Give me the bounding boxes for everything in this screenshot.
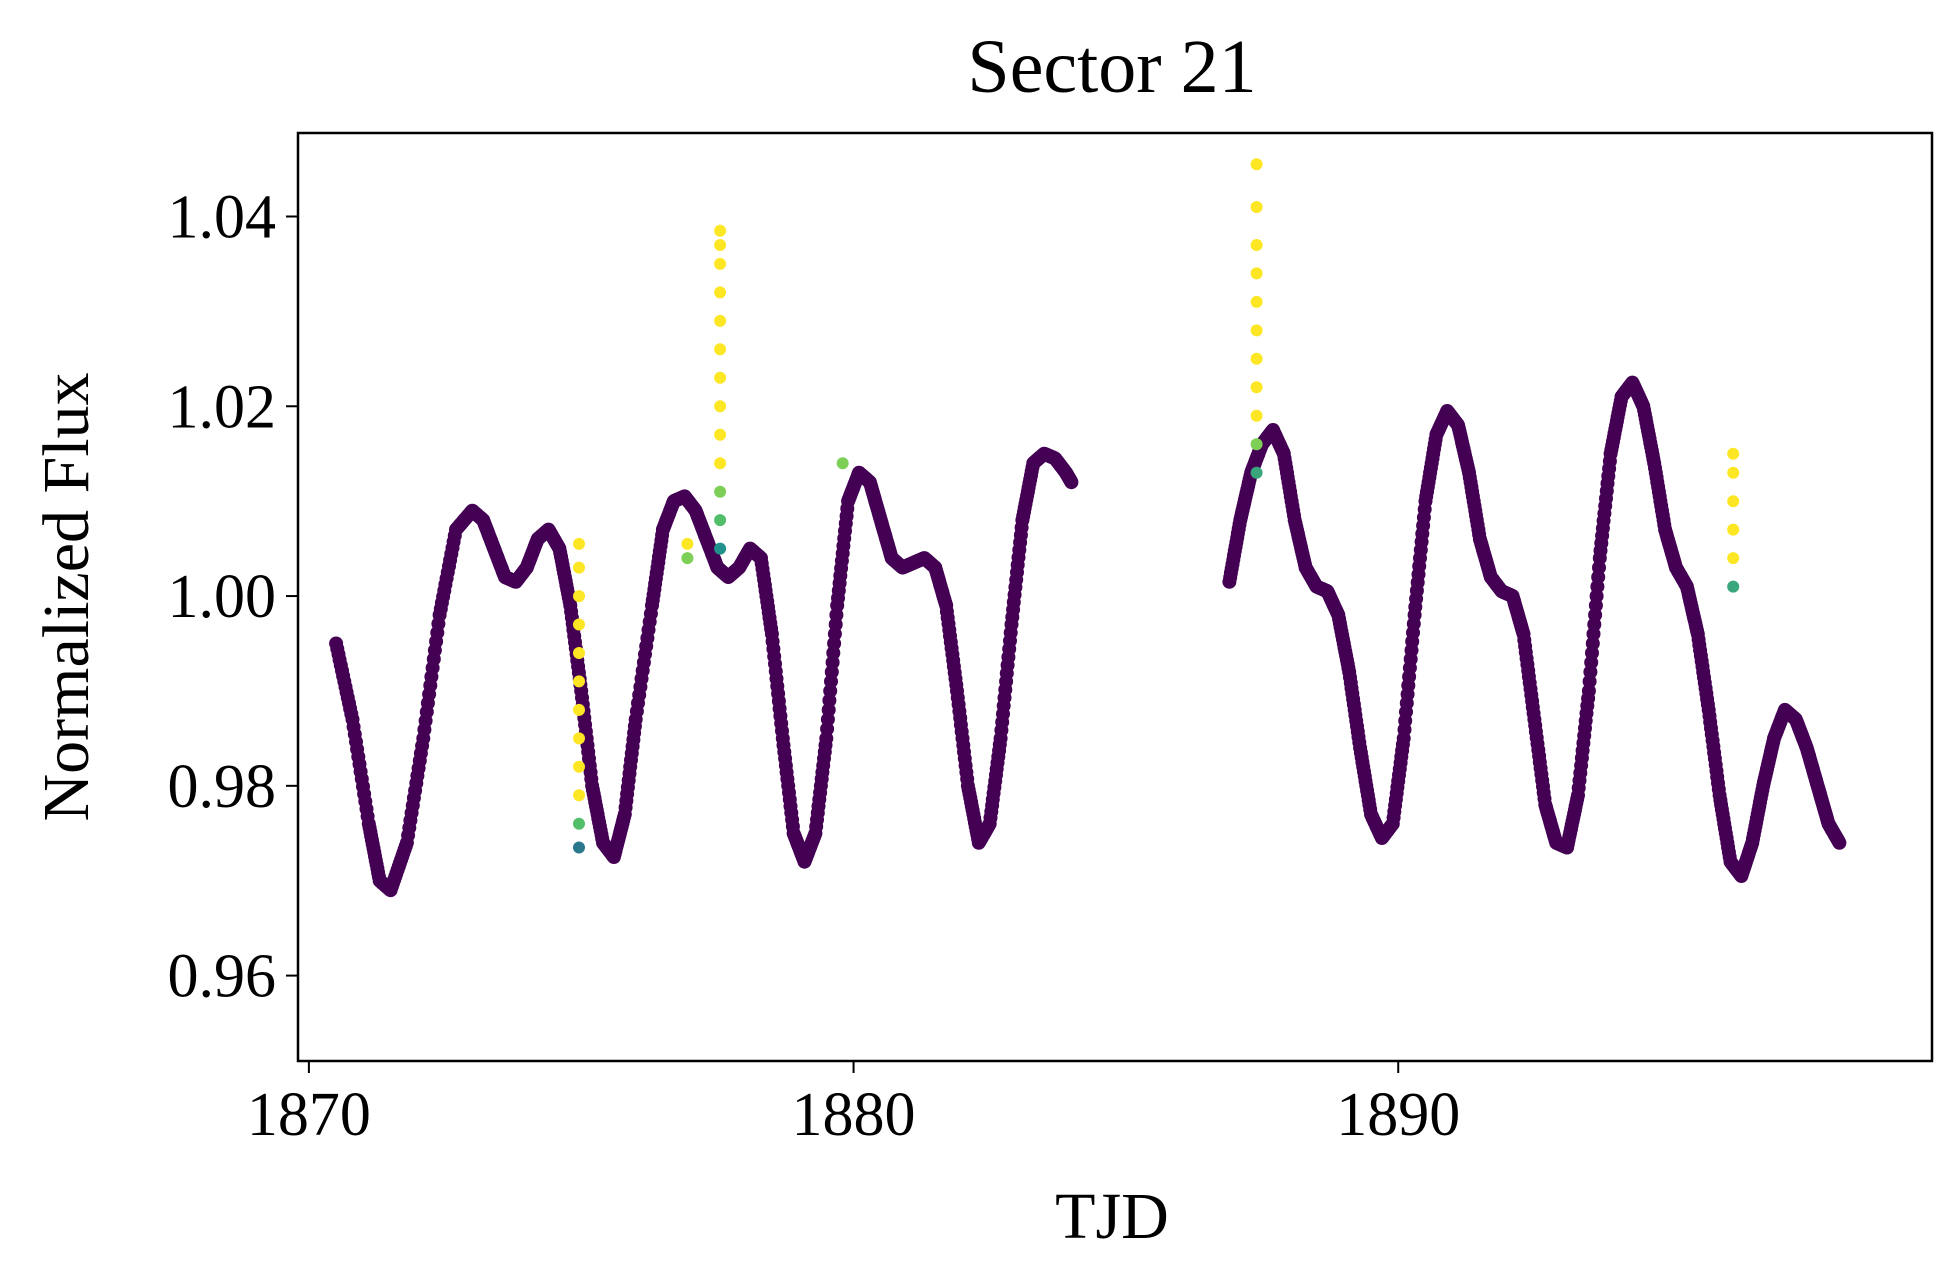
flare-point [714, 239, 727, 251]
flare-point [1250, 295, 1263, 308]
flare-point [1250, 201, 1263, 213]
flare-point [1250, 409, 1263, 422]
flare-point [714, 371, 727, 384]
flare-point [1250, 381, 1263, 394]
x-tick-label: 1870 [247, 1081, 371, 1149]
light-curve-segment-2 [1222, 375, 1847, 883]
flare-point [573, 760, 585, 773]
flare-point [1727, 495, 1740, 508]
flare-point [1250, 324, 1263, 337]
flare-point [714, 485, 727, 498]
y-axis-label: Normalized Flux [30, 372, 103, 821]
flare-point [573, 590, 585, 603]
flare-point [714, 428, 727, 441]
flare-point [573, 732, 585, 745]
flare-point [1727, 466, 1740, 479]
flare-point [1727, 523, 1740, 536]
flare-point [714, 224, 727, 237]
flare-4 [1727, 447, 1740, 593]
flare-point [573, 703, 585, 716]
data-point [1064, 475, 1079, 490]
flare-point [573, 618, 585, 631]
flare-2 [714, 224, 727, 555]
flare-point [681, 537, 694, 550]
flare-point [714, 457, 727, 470]
y-tick-label: 1.04 [168, 184, 277, 252]
flare-point [1727, 552, 1740, 565]
y-tick-label: 1.00 [168, 563, 277, 631]
y-tick-label: 0.96 [168, 943, 277, 1011]
flare-point [1250, 438, 1263, 451]
flare-point [1250, 267, 1263, 280]
flare-point [714, 343, 727, 356]
flare-point [1250, 239, 1263, 251]
y-tick-label: 1.02 [168, 373, 277, 441]
y-tick-label: 0.98 [168, 753, 277, 821]
flare-1 [573, 537, 585, 854]
flare-point [573, 841, 585, 854]
y-axis: 0.96 0.98 1.00 1.02 1.04 [168, 184, 298, 1011]
x-axis-label: TJD [1055, 1180, 1169, 1253]
flare-point [1727, 580, 1740, 593]
flare-point [714, 542, 727, 555]
flare-point [1250, 158, 1263, 171]
flare-point [1250, 466, 1263, 479]
flare-point [714, 400, 727, 413]
flare-point [836, 457, 849, 470]
x-tick-label: 1880 [792, 1081, 916, 1149]
flare-point [1250, 352, 1263, 365]
flare-point [573, 817, 585, 830]
plot-area [329, 158, 1847, 898]
flare-5 [681, 537, 694, 565]
flare-point [714, 286, 727, 299]
flare-point [573, 537, 585, 550]
flare-point [714, 314, 727, 327]
data-point [1832, 835, 1847, 850]
x-axis: 1870 1880 1890 [247, 1061, 1460, 1149]
flare-6 [836, 457, 849, 470]
flare-point [714, 514, 727, 527]
flare-point [573, 561, 585, 574]
flare-point [573, 647, 585, 659]
flare-point [681, 552, 694, 565]
light-curve-segment-1 [329, 446, 1079, 898]
flare-point [1727, 447, 1740, 460]
flare-point [714, 257, 727, 270]
chart-title: Sector 21 [967, 25, 1256, 109]
flare-3 [1250, 158, 1263, 479]
x-tick-label: 1890 [1336, 1081, 1460, 1149]
flare-point [573, 675, 585, 688]
flare-point [573, 789, 585, 802]
